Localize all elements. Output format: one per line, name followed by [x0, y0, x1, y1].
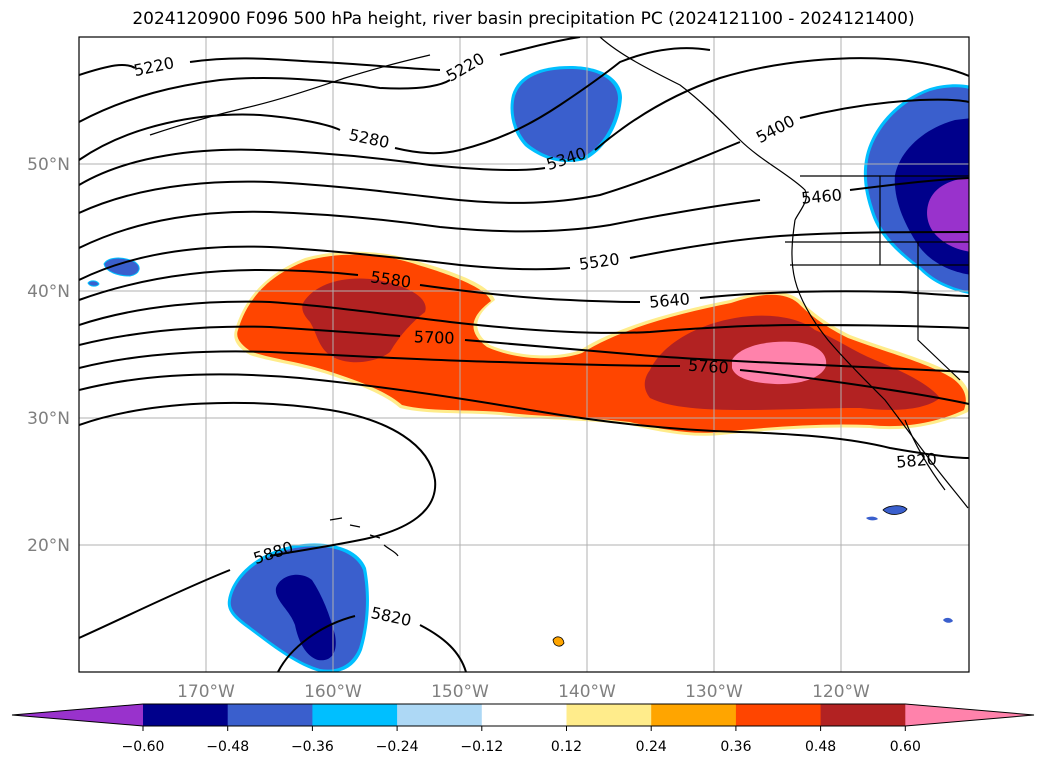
colorbar-tick-label: −0.36: [291, 739, 334, 755]
negative-east-purple: [927, 178, 969, 252]
contour-label: 5640: [648, 289, 690, 311]
lon-label: 150°W: [431, 682, 489, 702]
small-patch-4: [866, 516, 878, 521]
contour-5220: [79, 37, 581, 76]
baja: [904, 419, 946, 491]
colorbar-tick-label: −0.48: [206, 739, 249, 755]
contour-label: 5820: [895, 449, 937, 471]
map-title: 2024120900 F096 500 hPa height, river ba…: [132, 9, 915, 29]
colorbar-tick-label: 0.24: [636, 739, 667, 755]
contour-5340: [79, 57, 969, 186]
state-border-4: [917, 242, 961, 381]
colorbar-box: [735, 704, 822, 726]
colorbar-box: [312, 704, 398, 726]
colorbar-box: [227, 704, 313, 726]
contour-5580: [79, 268, 969, 303]
colorbar-extend-high: [905, 704, 1034, 726]
longitude-labels: 170°W 160°W 150°W 140°W 130°W 120°W: [177, 682, 870, 702]
colorbar-box: [651, 704, 737, 726]
height-contours: [79, 37, 969, 672]
contour-5460: [79, 177, 969, 249]
contour-5880: [79, 401, 437, 639]
map-frame: [78, 36, 970, 673]
lon-label: 160°W: [304, 682, 362, 702]
small-patch-3: [882, 505, 908, 515]
negative-north: [513, 69, 618, 160]
lat-label: 50°N: [27, 155, 70, 175]
contour-label: 5760: [687, 356, 729, 378]
gridlines: [79, 37, 969, 672]
small-patch-5: [943, 617, 953, 623]
lat-label: 20°N: [27, 536, 70, 556]
small-patch-1: [103, 257, 140, 277]
colorbar-box: [143, 704, 229, 726]
contour-5520: [79, 231, 969, 281]
lat-label: 30°N: [27, 409, 70, 429]
lat-label: 40°N: [27, 282, 70, 302]
colorbar-extend-low: [12, 704, 143, 726]
small-patch-6: [552, 636, 565, 647]
lon-label: 140°W: [558, 682, 616, 702]
alaska-coast: [599, 37, 807, 221]
hawaii: [329, 517, 399, 557]
contour-5280: [79, 47, 711, 161]
small-patch-2: [87, 280, 100, 287]
contour-5760: [79, 350, 969, 405]
contour-5700: [79, 325, 969, 373]
colorbar-tick-label: 0.36: [720, 739, 751, 755]
negative-south-dark: [275, 574, 336, 661]
colorbar-tick-label: 0.12: [551, 739, 582, 755]
colorbar-tick-label: −0.24: [376, 739, 419, 755]
colorbar-tick-label: −0.12: [460, 739, 503, 755]
lon-label: 130°W: [685, 682, 743, 702]
contour-label: 5460: [800, 185, 842, 207]
coastlines: [149, 37, 969, 557]
colorbar-tick-label: −0.60: [122, 739, 165, 755]
colorbar-box: [566, 704, 652, 726]
colorbar-box: [820, 704, 906, 726]
lon-label: 120°W: [812, 682, 870, 702]
contour-5220b: [79, 77, 451, 123]
us-west-coast: [791, 219, 969, 509]
contour-label: 5700: [414, 327, 455, 347]
contour-5820-south: [277, 615, 467, 672]
colorbar-tick-label: 0.60: [890, 739, 921, 755]
colorbar-box: [481, 704, 567, 726]
lon-label: 170°W: [177, 682, 235, 702]
contour-5640: [79, 300, 969, 334]
latitude-labels: 20°N 30°N 40°N 50°N: [27, 155, 70, 556]
colorbar-box: [397, 704, 483, 726]
colorbar: −0.60 −0.48 −0.36 −0.24 −0.12 0.12 0.24 0.36 0.4…: [11, 703, 1035, 755]
contour-5820: [79, 373, 969, 459]
colorbar-tick-label: 0.48: [805, 739, 836, 755]
contour-5400: [79, 98, 969, 214]
